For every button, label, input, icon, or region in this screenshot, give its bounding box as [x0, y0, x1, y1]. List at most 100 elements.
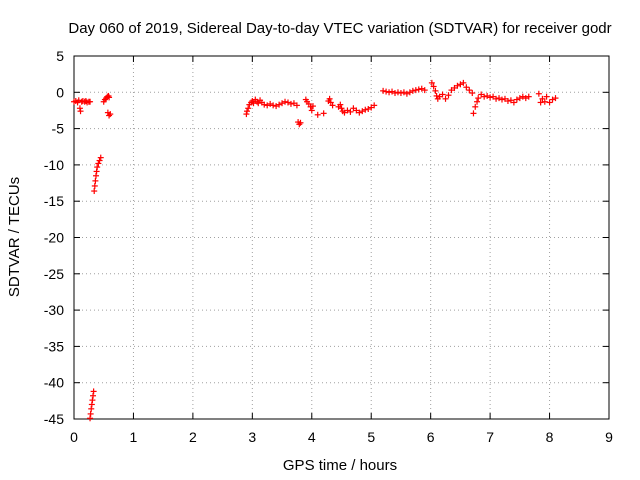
x-tick-label: 6 — [427, 429, 435, 445]
y-tick-label: 0 — [56, 84, 64, 100]
y-axis-label: SDTVAR / TECUs — [6, 177, 23, 297]
data-point — [442, 95, 449, 102]
data-point — [418, 85, 425, 92]
data-point — [513, 96, 520, 103]
data-point — [285, 99, 291, 106]
data-point — [475, 95, 482, 102]
data-point — [549, 96, 556, 103]
data-point — [439, 91, 446, 98]
data-point — [261, 101, 268, 108]
y-tick-label: -40 — [44, 375, 64, 391]
data-point — [392, 90, 398, 97]
data-point — [406, 89, 413, 96]
y-tick-label: -15 — [44, 193, 64, 209]
axis-ticks — [73, 55, 610, 420]
x-tick-label: 0 — [70, 429, 78, 445]
x-tick-label: 7 — [486, 429, 494, 445]
data-point — [466, 87, 473, 94]
data-point — [87, 410, 94, 417]
data-point — [383, 88, 390, 95]
data-point — [380, 87, 387, 94]
y-tick-label: -45 — [44, 411, 64, 427]
data-point — [293, 102, 300, 109]
data-point — [243, 108, 250, 115]
x-axis-label: GPS time / hours — [283, 457, 397, 474]
data-point — [82, 98, 89, 105]
data-point — [371, 102, 378, 109]
data-point — [496, 95, 503, 102]
data-point — [445, 92, 452, 99]
data-point — [519, 93, 526, 100]
x-tick-labels: 0 1 2 3 4 5 6 7 8 9 — [70, 429, 613, 445]
data-point — [97, 154, 104, 161]
data-point — [400, 89, 407, 96]
data-point — [94, 164, 101, 171]
data-point — [107, 111, 114, 118]
data-point — [394, 89, 401, 96]
y-tick-label: -35 — [44, 338, 64, 354]
data-point — [428, 79, 435, 86]
data-point — [415, 86, 422, 93]
y-tick-label: -30 — [44, 302, 64, 318]
data-point — [314, 111, 321, 118]
data-point — [487, 94, 494, 101]
data-point — [264, 102, 271, 109]
data-point — [470, 110, 477, 117]
chart-title: Day 060 of 2019, Sidereal Day-to-day VTE… — [68, 20, 611, 37]
y-tick-label: -25 — [44, 266, 64, 282]
data-point — [412, 87, 419, 94]
data-point — [337, 101, 344, 108]
data-point — [510, 99, 517, 106]
x-tick-label: 8 — [546, 429, 554, 445]
data-point — [320, 110, 327, 117]
data-point — [504, 98, 511, 105]
data-point — [541, 98, 548, 105]
data-point — [267, 100, 274, 107]
data-point — [287, 100, 294, 107]
data-point — [386, 89, 393, 96]
x-tick-label: 4 — [308, 429, 316, 445]
data-point — [347, 108, 354, 115]
y-tick-label: -5 — [52, 121, 65, 137]
x-tick-label: 3 — [248, 429, 256, 445]
data-point — [96, 157, 103, 164]
data-point — [365, 105, 372, 112]
data-point — [95, 160, 102, 167]
data-point — [91, 188, 98, 195]
data-point — [474, 98, 481, 105]
data-point — [409, 87, 416, 94]
data-point — [309, 103, 316, 110]
data-point — [421, 87, 428, 94]
data-point — [91, 182, 98, 189]
data-point — [535, 90, 542, 97]
data-point — [460, 79, 467, 86]
data-point — [552, 95, 559, 102]
data-point — [525, 93, 532, 100]
y-tick-labels: 5 0 -5 -10 -15 -20 -25 -30 -35 -40 -45 — [44, 48, 64, 427]
data-point — [432, 87, 439, 94]
data-point — [484, 92, 491, 99]
data-point — [297, 119, 304, 126]
y-tick-label: -10 — [44, 157, 64, 173]
x-tick-label: 2 — [189, 429, 197, 445]
data-point — [543, 93, 550, 100]
data-point — [92, 177, 99, 184]
data-point — [522, 95, 529, 102]
data-point — [279, 100, 286, 107]
data-point — [493, 95, 500, 102]
data-point — [499, 96, 505, 103]
data-point — [362, 106, 369, 113]
data-point — [276, 101, 283, 108]
data-point — [403, 90, 410, 97]
data-point — [389, 88, 396, 95]
grid — [74, 56, 609, 419]
data-point — [282, 98, 289, 105]
data-point — [90, 388, 97, 395]
data-point — [537, 99, 544, 106]
x-tick-label: 5 — [367, 429, 375, 445]
data-point — [481, 93, 488, 100]
data-point — [457, 81, 464, 88]
data-point — [338, 105, 345, 112]
data-point — [77, 108, 84, 115]
x-tick-label: 9 — [605, 429, 613, 445]
